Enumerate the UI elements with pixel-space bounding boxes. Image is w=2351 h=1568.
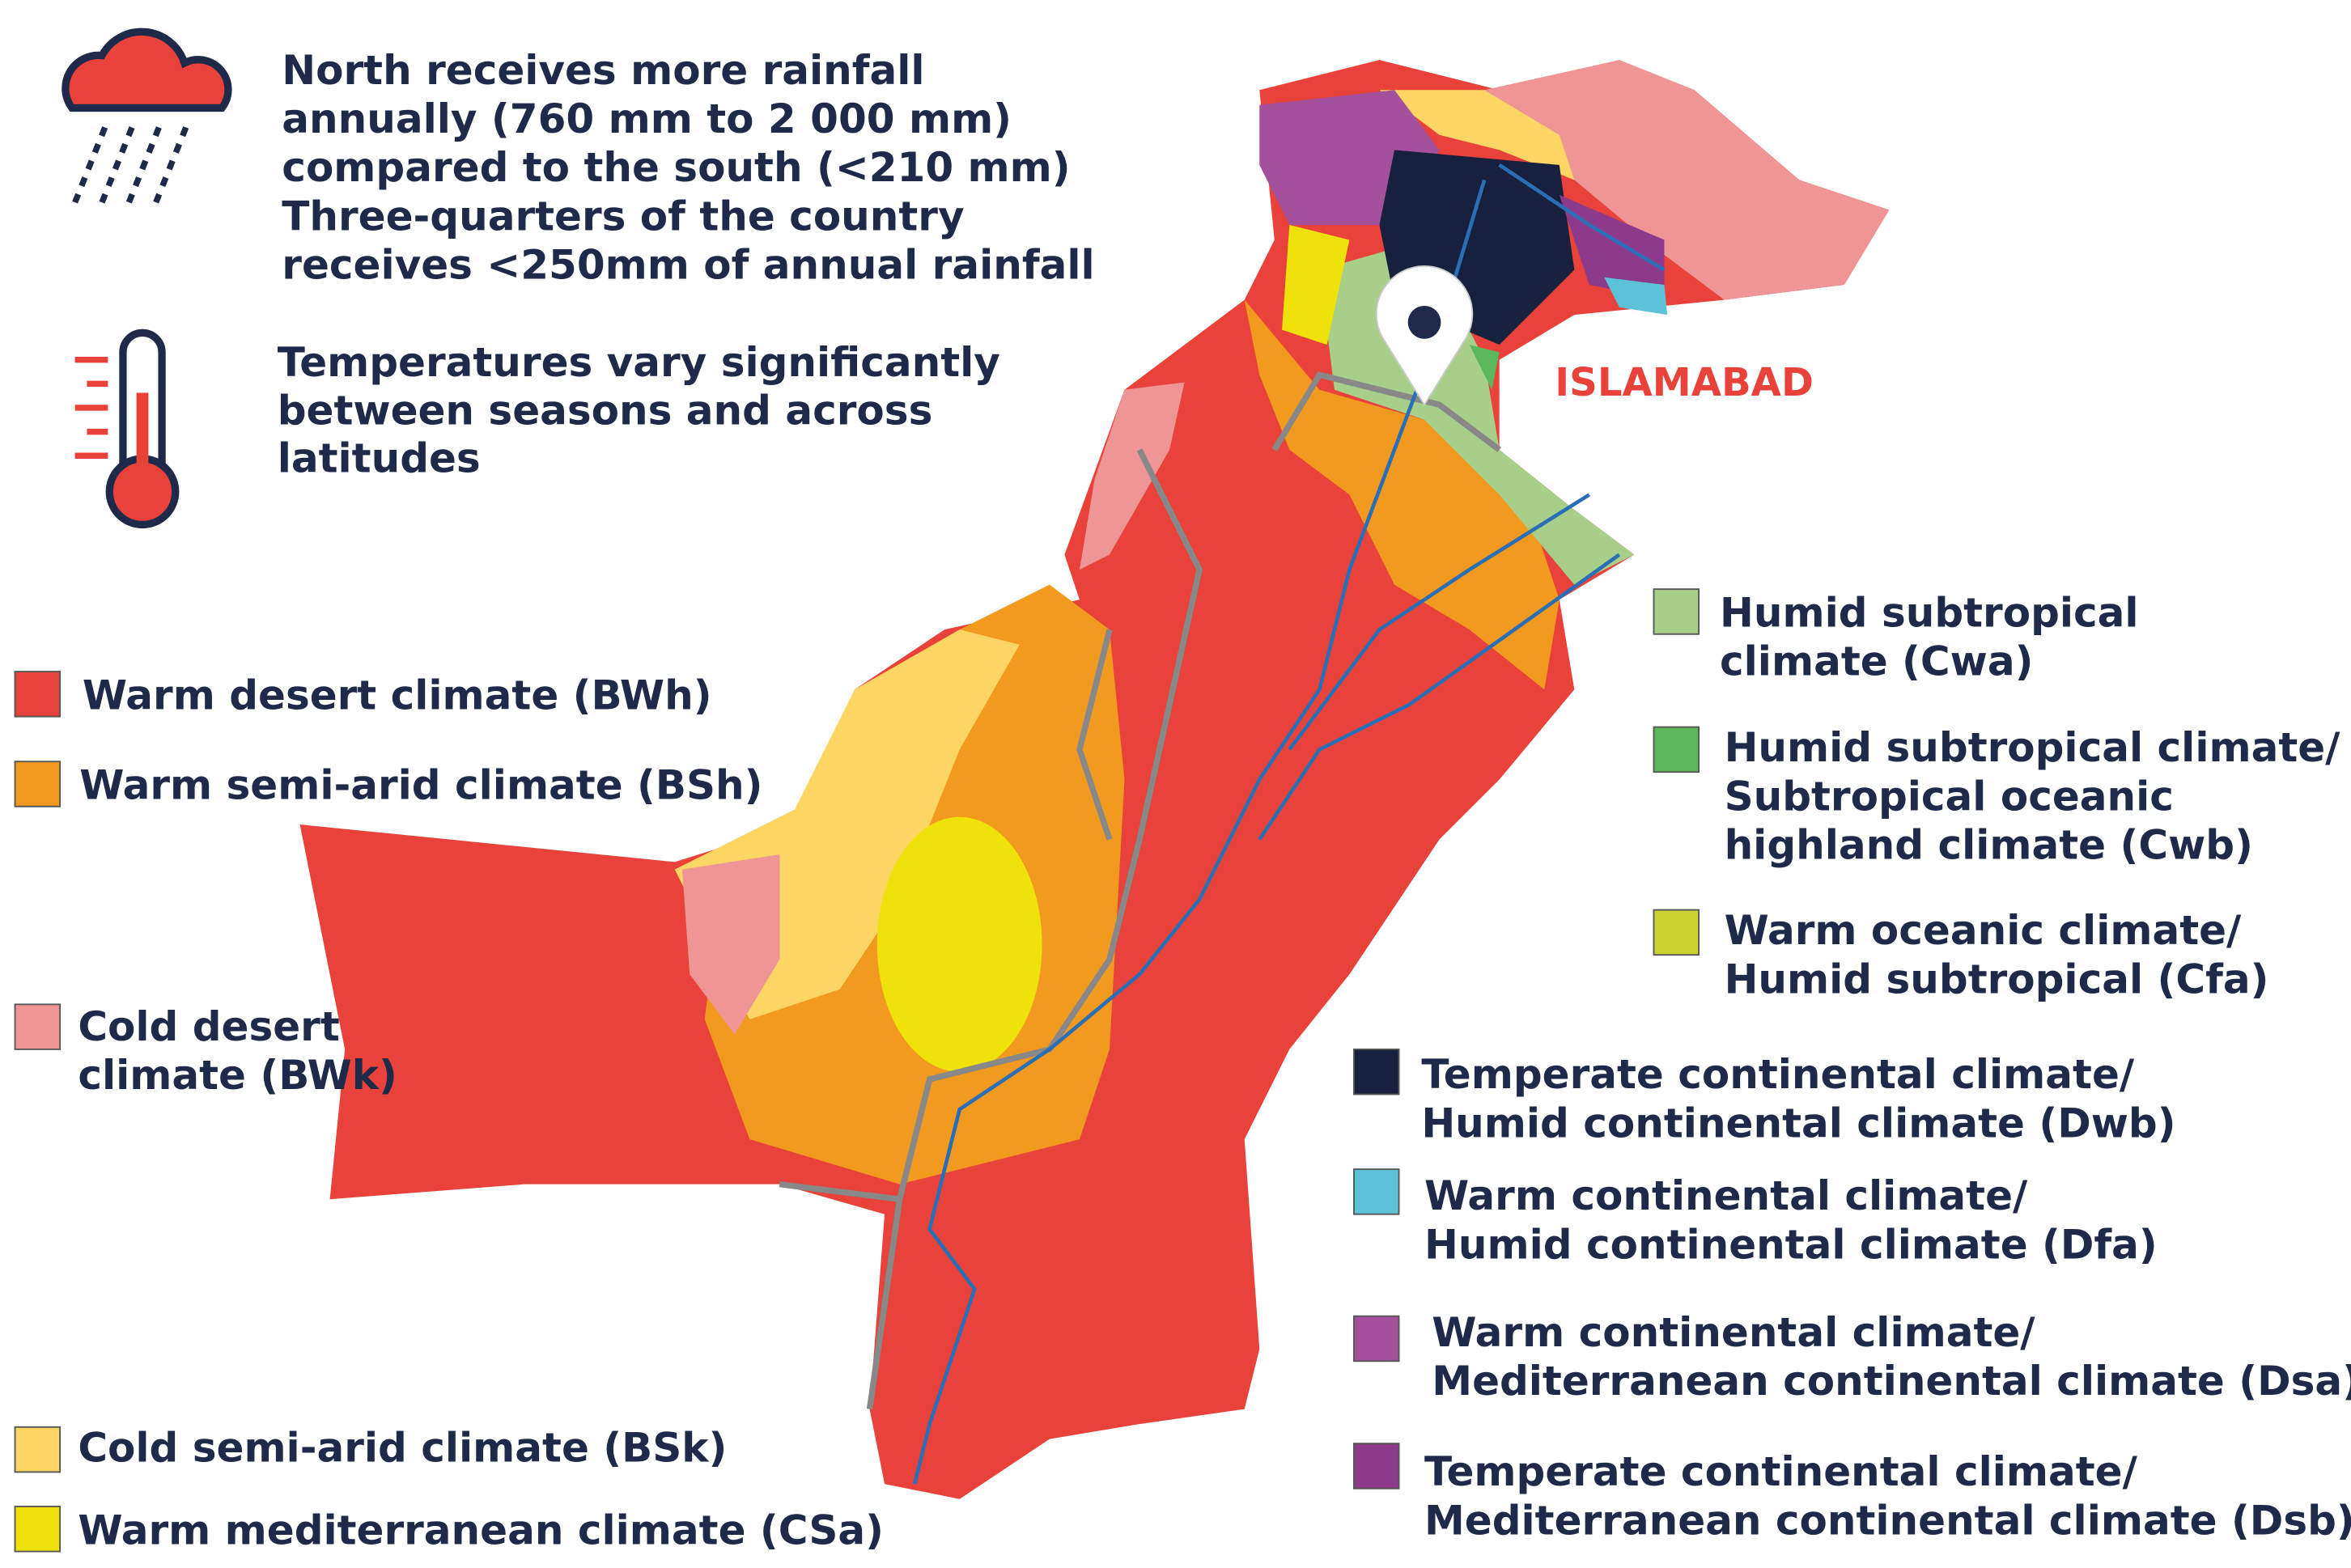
legend-swatch [1353, 1443, 1400, 1490]
legend-swatch [1653, 909, 1700, 956]
river [912, 179, 1487, 1485]
legend-label: Warm continental climate/ [1432, 1309, 2035, 1356]
temperature-note: latitudes [278, 435, 481, 482]
legend-swatch [1353, 1168, 1400, 1215]
climate-region [1469, 345, 1500, 390]
legend-label: Temperate continental climate/ [1424, 1448, 2138, 1495]
legend-label: Warm semi-arid climate (BSh) [79, 762, 762, 809]
climate-region [1079, 382, 1185, 570]
legend-label: Warm mediterranean climate (CSa) [78, 1507, 884, 1553]
climate-region [1282, 224, 1350, 345]
legend-swatch [14, 761, 62, 807]
legend-label: Mediterranean continental climate (Dsa) [1432, 1358, 2351, 1405]
legend-label: climate (BWk) [78, 1052, 397, 1099]
legend-label: Warm continental climate/ [1424, 1172, 2028, 1219]
legend-swatch [1653, 588, 1700, 635]
climate-region [1379, 90, 1575, 180]
province-border [866, 448, 1203, 1410]
legend-label: Temperate continental climate/ [1421, 1051, 2135, 1098]
river [1498, 163, 1666, 272]
legend-swatch [1653, 726, 1700, 773]
legend-label: Subtropical oceanic [1725, 773, 2174, 820]
legend-label: Warm desert climate (BWh) [83, 672, 712, 718]
legend-swatch [14, 1003, 62, 1050]
legend-label: Humid subtropical [1720, 589, 2139, 636]
rain-icon [62, 28, 232, 204]
map [299, 60, 1890, 1499]
province-border [1076, 629, 1113, 841]
legend-swatch [1353, 1315, 1400, 1362]
legend-label: Humid continental climate (Dfa) [1424, 1221, 2158, 1268]
legend-swatch [14, 1426, 62, 1473]
climate-region [1244, 299, 1560, 690]
legend-label: climate (Cwa) [1720, 638, 2033, 685]
city-pin-dot [1407, 305, 1441, 339]
legend-label: Humid subtropical climate/ [1725, 724, 2341, 771]
temperature-note: between seasons and across [278, 387, 933, 434]
climate-region [681, 854, 780, 1035]
temperature-note: Temperatures vary significantly [278, 339, 1000, 386]
legend-label: Humid continental climate (Dwb) [1421, 1100, 2175, 1146]
province-border [779, 1180, 901, 1202]
legend-label: highland climate (Cwb) [1725, 822, 2253, 869]
rainfall-note: annually (760 mm to 2 000 mm) [282, 95, 1012, 142]
rainfall-note: compared to the south (<210 mm) [282, 144, 1070, 191]
river [1288, 493, 1591, 751]
climate-region [1484, 60, 1890, 300]
legend-swatch [14, 1506, 62, 1553]
rainfall-note: Three-quarters of the country [282, 193, 964, 239]
thermometer-icon [74, 328, 180, 529]
climate-region [876, 816, 1042, 1072]
legend-label: Cold semi-arid climate (BSk) [78, 1424, 727, 1471]
legend-label: Mediterranean continental climate (Dsb) [1424, 1497, 2351, 1544]
river [1258, 553, 1621, 841]
city-label: ISLAMABAD [1555, 360, 1814, 405]
legend-label: Warm oceanic climate/ [1725, 907, 2242, 954]
legend-swatch [14, 671, 62, 718]
legend-label: Cold desert [78, 1003, 339, 1050]
rainfall-note: receives <250mm of annual rainfall [282, 242, 1094, 289]
legend-swatch [1353, 1048, 1400, 1095]
legend-label: Humid subtropical (Cfa) [1725, 956, 2269, 1002]
province-border [1271, 371, 1501, 452]
text-layer: ISLAMABAD North receives more rainfallann… [14, 47, 2351, 1553]
rainfall-note: North receives more rainfall [282, 47, 924, 94]
climate-region [1604, 277, 1668, 316]
